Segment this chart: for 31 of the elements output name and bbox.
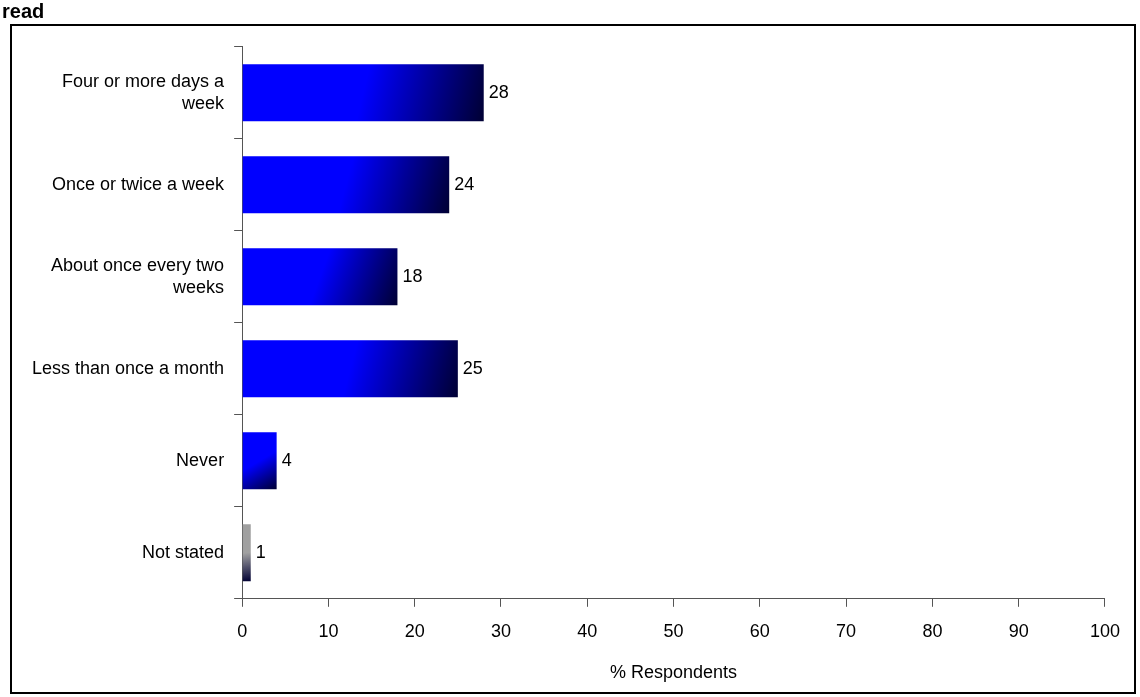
x-tick-label: 90 [1008, 620, 1029, 641]
bar [242, 340, 458, 398]
bar [242, 248, 398, 306]
bar [242, 156, 450, 214]
x-axis-title: % Respondents [610, 662, 738, 683]
y-tick-label: Less than once a month [31, 357, 225, 378]
bar [242, 524, 251, 582]
x-tick-label: 30 [490, 620, 511, 641]
y-tick-label: Not stated [142, 541, 225, 562]
x-tick-label: 20 [404, 620, 425, 641]
x-tick-label: 10 [318, 620, 339, 641]
x-tick-label: 100 [1089, 620, 1121, 641]
y-tick-label: Once or twice a week [52, 173, 226, 194]
data-label: 24 [454, 173, 475, 194]
data-label: 1 [255, 541, 266, 562]
data-label: 4 [281, 449, 292, 470]
y-tick-label: Never [176, 449, 225, 470]
data-label: 28 [488, 81, 509, 102]
y-tick-label: Four or more days a week [62, 70, 226, 113]
bar [242, 432, 277, 490]
data-label: 25 [462, 357, 483, 378]
x-tick-label: 50 [663, 620, 684, 641]
x-tick-label: 70 [836, 620, 857, 641]
text: read [2, 0, 45, 22]
bar [242, 64, 484, 122]
x-tick-label: 0 [237, 620, 248, 641]
y-tick-label: About once every two weeks [51, 254, 225, 297]
x-tick-label: 40 [577, 620, 598, 641]
x-tick-label: 80 [922, 620, 943, 641]
data-label: 18 [402, 265, 423, 286]
x-tick-label: 60 [749, 620, 770, 641]
